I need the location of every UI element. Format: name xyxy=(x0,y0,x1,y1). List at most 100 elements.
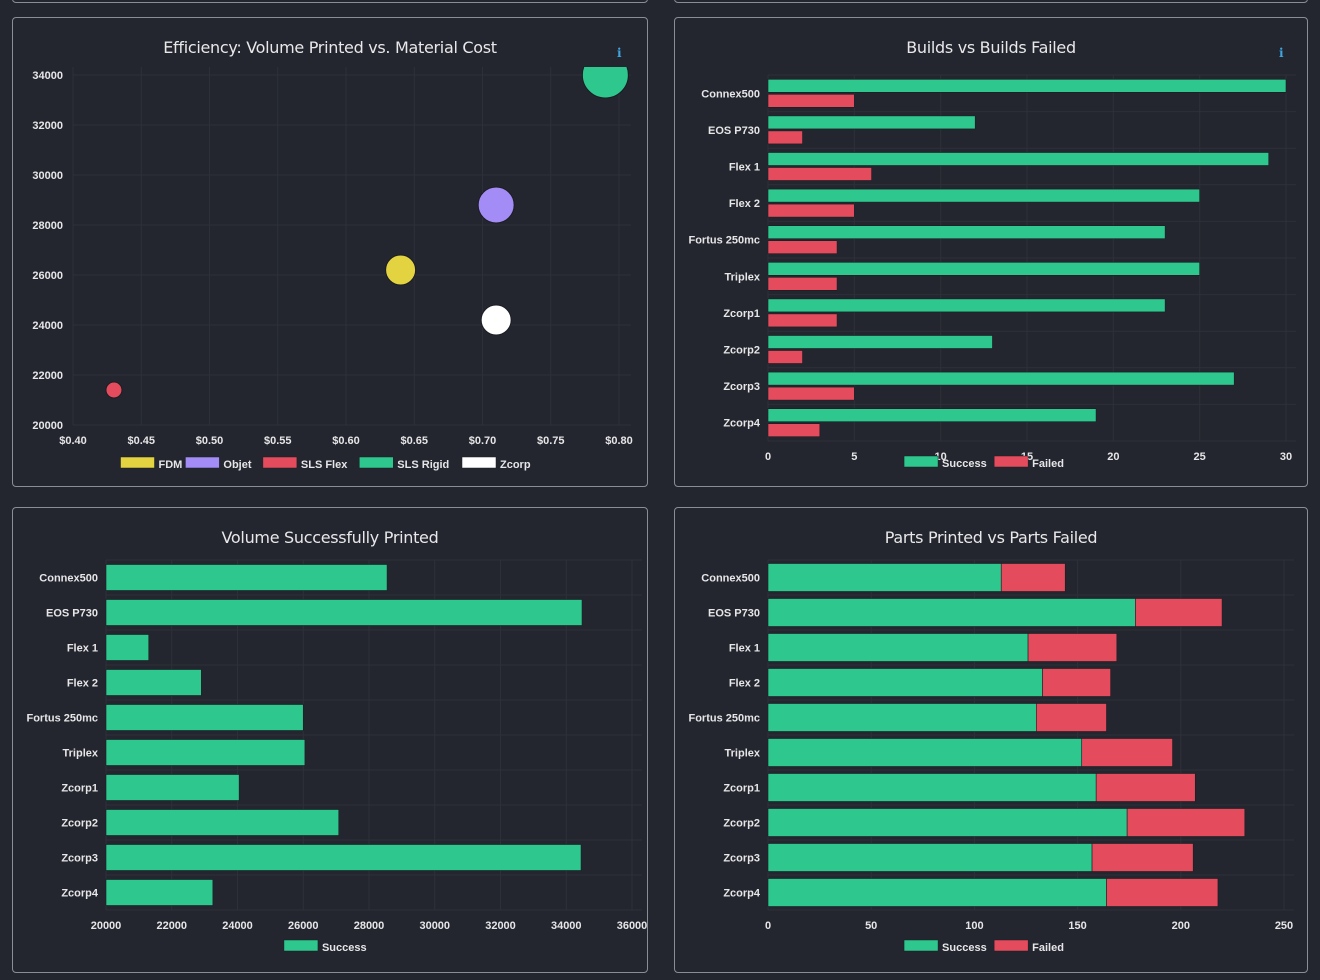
legend-label-sls-flex: SLS Flex xyxy=(301,459,348,471)
x-tick-label: 28000 xyxy=(354,920,385,932)
top-left-partial-panel xyxy=(12,0,648,3)
legend-swatch-zcorp xyxy=(461,456,497,469)
category-label-zcorp1: Zcorp1 xyxy=(723,783,760,795)
x-tick-label: 36000 xyxy=(617,920,647,932)
x-tick-label: 5 xyxy=(851,451,857,463)
x-tick-label: 20000 xyxy=(91,920,122,932)
category-label-eos-p730: EOS P730 xyxy=(46,608,98,620)
bar-failed-zcorp3 xyxy=(1091,843,1194,872)
x-tick-label: 32000 xyxy=(485,920,516,932)
bar-failed-flex-1 xyxy=(1027,633,1118,662)
x-tick-label: 250 xyxy=(1275,920,1293,932)
x-tick-label: 34000 xyxy=(551,920,582,932)
legend-label-failed: Failed xyxy=(1032,458,1064,470)
legend-swatch-success xyxy=(283,939,319,952)
bubbles xyxy=(105,67,629,399)
category-label-triplex: Triplex xyxy=(725,748,761,760)
bar-success-connex500 xyxy=(767,563,1002,592)
legend-swatch-failed xyxy=(993,939,1029,952)
bar-success-flex-1 xyxy=(767,633,1029,662)
category-label-fortus-250mc: Fortus 250mc xyxy=(26,713,98,725)
bar-success-zcorp2 xyxy=(105,809,340,836)
x-tick-label: 30 xyxy=(1280,451,1292,463)
info-icon[interactable]: i xyxy=(617,46,622,60)
bar-failed-eos-p730 xyxy=(767,130,803,145)
bar-success-flex-2 xyxy=(105,669,202,696)
category-label-zcorp4: Zcorp4 xyxy=(723,418,761,430)
x-tick-label: 20 xyxy=(1107,451,1119,463)
bar-failed-zcorp2 xyxy=(767,350,803,364)
x-tick-label: 22000 xyxy=(156,920,187,932)
x-tick-label: $0.50 xyxy=(196,435,224,447)
bar-failed-zcorp1 xyxy=(767,313,838,328)
category-label-fortus-250mc: Fortus 250mc xyxy=(688,713,760,725)
parts-title: Parts Printed vs Parts Failed xyxy=(884,528,1098,547)
category-label-flex-2: Flex 2 xyxy=(729,198,760,210)
bar-success-zcorp4 xyxy=(767,408,1097,423)
legend-swatch-success xyxy=(903,939,939,952)
x-tick-label: 100 xyxy=(965,920,983,932)
legend-label-sls-rigid: SLS Rigid xyxy=(397,459,449,471)
bubble-fdm xyxy=(385,254,417,286)
category-label-flex-2: Flex 2 xyxy=(729,678,760,690)
builds-title: Builds vs Builds Failed xyxy=(906,38,1076,57)
bubble-objet xyxy=(477,186,515,224)
bar-success-fortus-250mc xyxy=(767,703,1037,732)
x-tick-label: 24000 xyxy=(222,920,253,932)
bar-success-triplex xyxy=(105,739,306,766)
y-tick-label: 26000 xyxy=(32,270,63,282)
x-tick-label: 150 xyxy=(1068,920,1086,932)
category-label-zcorp4: Zcorp4 xyxy=(61,888,99,900)
bar-success-zcorp2 xyxy=(767,808,1128,837)
y-tick-label: 32000 xyxy=(32,120,63,132)
x-tick-label: $0.80 xyxy=(605,435,633,447)
category-label-eos-p730: EOS P730 xyxy=(708,125,760,137)
legend-label-success: Success xyxy=(942,458,987,470)
y-tick-label: 22000 xyxy=(32,370,63,382)
x-tick-label: 30000 xyxy=(419,920,450,932)
bar-failed-flex-1 xyxy=(767,167,872,181)
bar-failed-eos-p730 xyxy=(1135,598,1223,627)
category-label-flex-1: Flex 1 xyxy=(729,643,760,655)
bar-success-triplex xyxy=(767,738,1083,767)
x-tick-label: 50 xyxy=(865,920,877,932)
bar-failed-triplex xyxy=(767,276,838,291)
builds-panel: Builds vs Builds Failed i 051015202530Co… xyxy=(674,17,1308,487)
x-tick-label: 25 xyxy=(1194,451,1206,463)
category-label-flex-1: Flex 1 xyxy=(729,162,760,174)
bar-success-zcorp1 xyxy=(767,773,1097,802)
bar-failed-zcorp3 xyxy=(767,386,855,401)
category-label-zcorp3: Zcorp3 xyxy=(723,381,760,393)
legend-swatch-sls-flex xyxy=(262,456,298,469)
bar-success-connex500 xyxy=(105,564,388,591)
bar-success-flex-1 xyxy=(105,634,150,661)
bar-failed-flex-2 xyxy=(767,203,855,218)
bar-success-flex-2 xyxy=(767,188,1200,203)
bubble-zcorp xyxy=(480,304,512,336)
category-label-zcorp3: Zcorp3 xyxy=(61,853,98,865)
bar-success-eos-p730 xyxy=(105,599,583,626)
category-label-zcorp4: Zcorp4 xyxy=(723,888,761,900)
legend-label-zcorp: Zcorp xyxy=(500,459,531,471)
x-tick-label: 0 xyxy=(765,451,771,463)
bar-failed-connex500 xyxy=(1000,563,1066,592)
bar-failed-fortus-250mc xyxy=(767,240,838,254)
bar-success-triplex xyxy=(767,262,1200,276)
bar-success-flex-1 xyxy=(767,152,1270,166)
bar-success-connex500 xyxy=(767,78,1287,93)
efficiency-chart: $0.40 $0.45 $0.50 $0.55 $0.60 $0.65 $0.70 $0.75… xyxy=(32,67,633,471)
category-label-eos-p730: EOS P730 xyxy=(708,608,760,620)
parts-chart: 0 50 100 150 200 250 Connex500 EOS P730 Flex 1 Fl… xyxy=(688,559,1294,954)
x-tick-label: $0.55 xyxy=(264,435,292,447)
x-tick-label: $0.45 xyxy=(127,435,155,447)
bubble-sls-flex xyxy=(105,381,123,399)
legend-swatch-failed xyxy=(993,455,1029,468)
y-tick-label: 20000 xyxy=(32,420,63,432)
top-right-partial-panel xyxy=(674,0,1308,3)
y-tick-label: 30000 xyxy=(32,170,63,182)
info-icon[interactable]: i xyxy=(1279,46,1284,60)
bar-success-zcorp1 xyxy=(767,298,1166,313)
bar-failed-zcorp2 xyxy=(1126,808,1246,837)
bar-failed-flex-2 xyxy=(1042,668,1111,697)
